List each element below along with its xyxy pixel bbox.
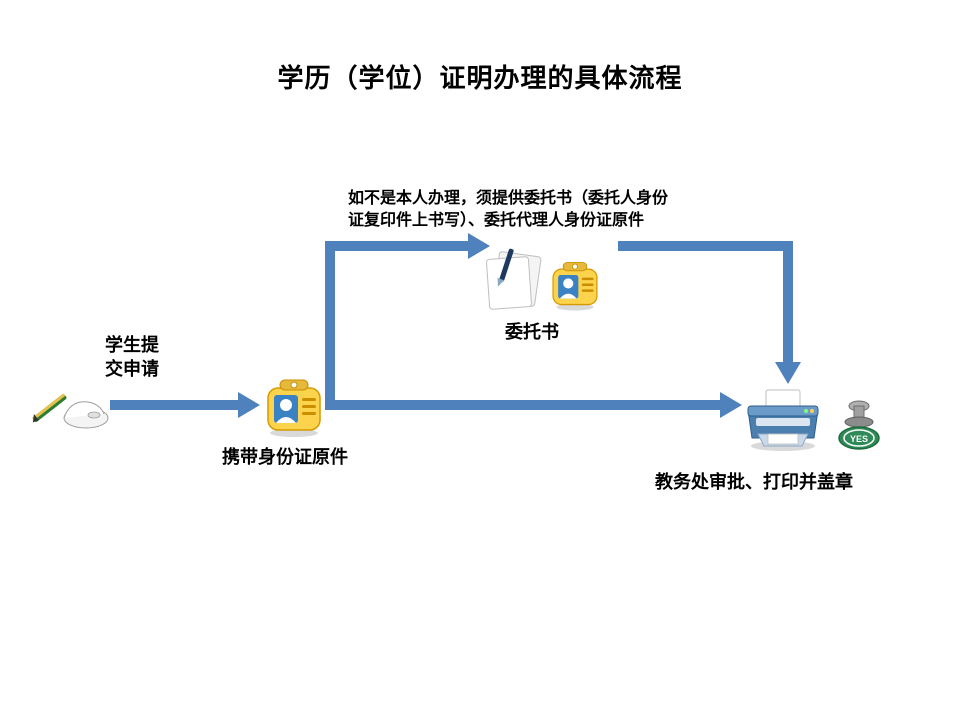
arrowhead-to-final-down (775, 362, 801, 384)
id-label: 携带身份证原件 (222, 445, 348, 469)
arrow-elbow-up-v (325, 241, 335, 410)
apply-label: 学生提 交申请 (105, 333, 159, 382)
flowchart-stage: 学历（学位）证明办理的具体流程 学生提 交申请 携 (0, 0, 960, 720)
stamp-icon: YES (832, 398, 886, 452)
arrow-elbow-down-v (783, 241, 793, 362)
arrow-id-to-final (330, 400, 720, 410)
arrowhead-apply-to-id (238, 392, 260, 418)
proxy-note: 如不是本人办理，须提供委托书（委托人身份 证复印件上书写）、委托代理人身份证原件 (348, 188, 668, 231)
arrow-elbow-up-h (325, 241, 468, 251)
arrow-elbow-down-h (618, 241, 793, 251)
printer-icon (742, 388, 824, 452)
proxy-label: 委托书 (505, 320, 559, 344)
arrowhead-id-to-final (720, 392, 742, 418)
apply-label-line2: 交申请 (105, 359, 159, 379)
id-card-icon (262, 378, 326, 438)
proxy-id-icon (548, 260, 602, 312)
diagram-title: 学历（学位）证明办理的具体流程 (0, 58, 960, 95)
final-label: 教务处审批、打印并盖章 (655, 470, 853, 494)
proxy-note-line1: 如不是本人办理，须提供委托书（委托人身份 (348, 190, 668, 207)
proxy-note-line2: 证复印件上书写）、委托代理人身份证原件 (348, 212, 644, 229)
apply-label-line1: 学生提 (105, 335, 159, 355)
arrow-apply-to-id (110, 400, 238, 410)
apply-icon (30, 388, 110, 438)
proxy-paper-icon (478, 250, 548, 312)
svg-text:YES: YES (850, 434, 868, 444)
